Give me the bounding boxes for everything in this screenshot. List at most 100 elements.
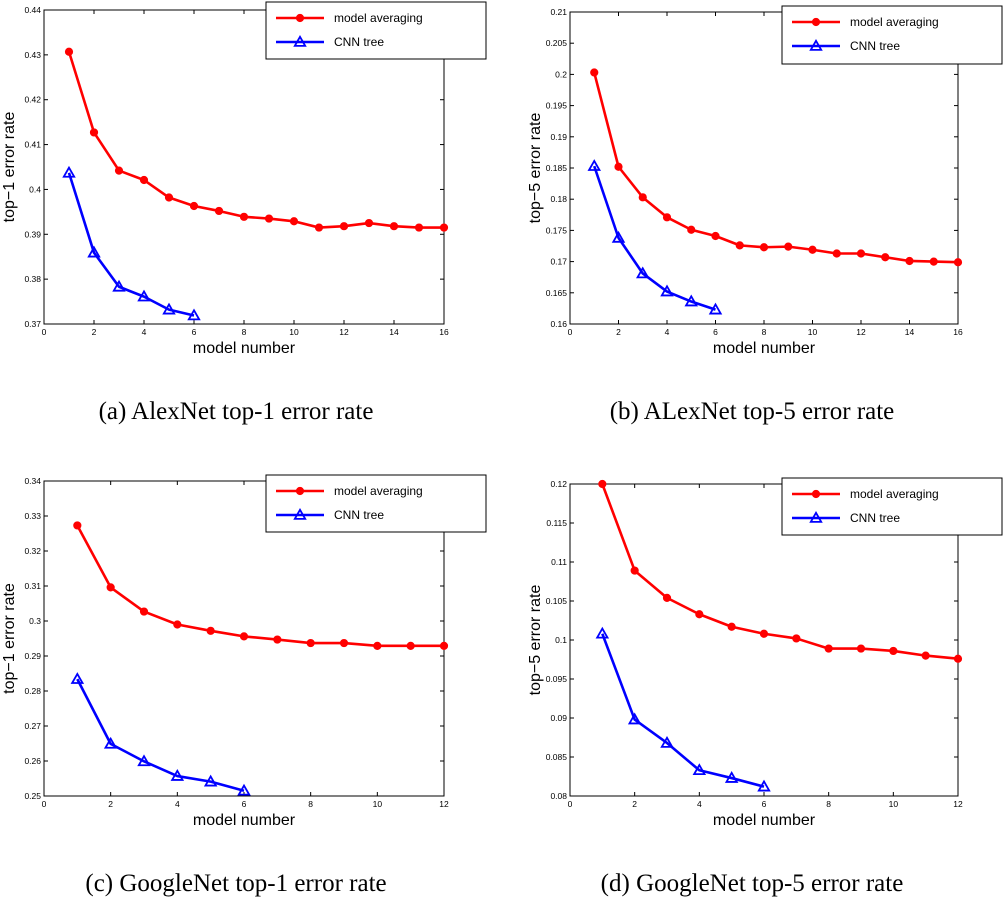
data-point: [373, 641, 382, 650]
y-tick-label: 0.085: [546, 752, 568, 762]
data-point: [662, 593, 672, 602]
legend-label: CNN tree: [334, 508, 384, 522]
data-point: [757, 779, 771, 792]
data-point: [953, 258, 963, 267]
data-point: [660, 735, 674, 748]
y-axis-label: top−5 error rate: [527, 585, 544, 696]
legend-marker: [293, 34, 307, 47]
y-tick-label: 0.38: [24, 274, 41, 284]
legend-marker: [295, 486, 305, 496]
x-tick-label: 0: [42, 327, 47, 337]
y-tick-label: 0.41: [24, 140, 41, 150]
data-point: [735, 241, 744, 250]
y-tick-label: 0.16: [550, 319, 567, 329]
y-tick-label: 0.39: [24, 229, 41, 239]
y-tick-label: 0.3: [29, 616, 41, 626]
x-tick-label: 12: [953, 799, 963, 809]
y-tick-label: 0.115: [546, 518, 567, 528]
x-tick-label: 6: [762, 799, 767, 809]
data-point: [339, 638, 349, 648]
x-tick-label: 12: [339, 327, 349, 337]
data-point: [87, 245, 101, 258]
data-point: [856, 249, 866, 258]
x-tick-label: 10: [373, 799, 383, 809]
y-tick-label: 0.33: [24, 511, 41, 521]
x-tick-label: 4: [697, 799, 702, 809]
x-tick-label: 12: [439, 799, 449, 809]
x-tick-label: 10: [808, 327, 818, 337]
data-point: [439, 641, 449, 650]
data-point: [406, 641, 415, 650]
x-tick-label: 14: [389, 327, 399, 337]
x-axis-label: model number: [713, 340, 816, 357]
series-model-averaging: [64, 47, 449, 232]
x-tick-label: 2: [632, 799, 637, 809]
x-tick-label: 14: [905, 327, 915, 337]
x-tick-label: 10: [289, 327, 299, 337]
x-tick-label: 6: [192, 327, 197, 337]
x-tick-label: 6: [713, 327, 718, 337]
caption-d: (d) GoogleNet top-5 error rate: [600, 870, 904, 897]
legend: model averaging CNN tree: [265, 474, 487, 533]
y-tick-label: 0.27: [24, 721, 41, 731]
y-tick-label: 0.185: [546, 163, 568, 173]
series-line: [67, 51, 444, 229]
data-point: [953, 654, 963, 663]
data-point: [708, 302, 723, 315]
data-point: [73, 521, 82, 530]
data-point: [614, 162, 623, 171]
series-cnn-tree: [70, 672, 251, 796]
series-cnn-tree: [62, 165, 201, 321]
y-axis-label: top−1 error rate: [1, 112, 18, 223]
data-point: [173, 620, 182, 629]
y-tick-label: 0.42: [24, 95, 41, 105]
series-line: [601, 633, 765, 788]
data-point: [62, 165, 76, 178]
data-point: [695, 610, 704, 619]
y-tick-label: 0.37: [24, 319, 41, 329]
data-point: [662, 213, 672, 222]
y-tick-label: 0.28: [24, 686, 41, 696]
data-point: [635, 266, 650, 279]
legend-box: [265, 1, 487, 60]
legend-marker: [293, 507, 307, 520]
legend-label: model averaging: [850, 15, 939, 29]
x-tick-label: 0: [42, 799, 47, 809]
legend: model averaging CNN tree: [781, 5, 1003, 65]
series-cnn-tree: [595, 626, 771, 792]
y-tick-label: 0.11: [551, 557, 567, 567]
data-point: [89, 128, 99, 137]
y-tick-label: 0.44: [24, 5, 41, 15]
data-point: [137, 289, 151, 302]
x-tick-label: 2: [616, 327, 621, 337]
data-point: [792, 634, 801, 643]
x-axis-label: model number: [713, 812, 816, 829]
series-line: [592, 72, 959, 264]
data-point: [711, 231, 720, 241]
y-tick-label: 0.26: [24, 756, 41, 766]
data-point: [64, 47, 74, 56]
data-point: [170, 769, 185, 781]
x-tick-label: 4: [665, 327, 670, 337]
data-point: [889, 646, 898, 656]
series-line: [76, 524, 444, 648]
x-axis-label: model number: [193, 812, 296, 829]
data-point: [784, 242, 793, 251]
data-point: [164, 193, 174, 202]
data-point: [239, 212, 249, 221]
y-tick-label: 0.095: [546, 674, 568, 684]
y-tick-label: 0.34: [24, 476, 41, 486]
data-point: [264, 214, 274, 223]
data-point: [905, 256, 914, 266]
legend-box: [781, 477, 1003, 536]
data-point: [189, 201, 199, 211]
y-tick-label: 0.18: [550, 194, 567, 204]
data-point: [587, 159, 602, 171]
data-point: [598, 479, 607, 489]
data-point: [630, 566, 639, 575]
data-point: [759, 243, 769, 252]
legend-marker: [809, 38, 823, 51]
